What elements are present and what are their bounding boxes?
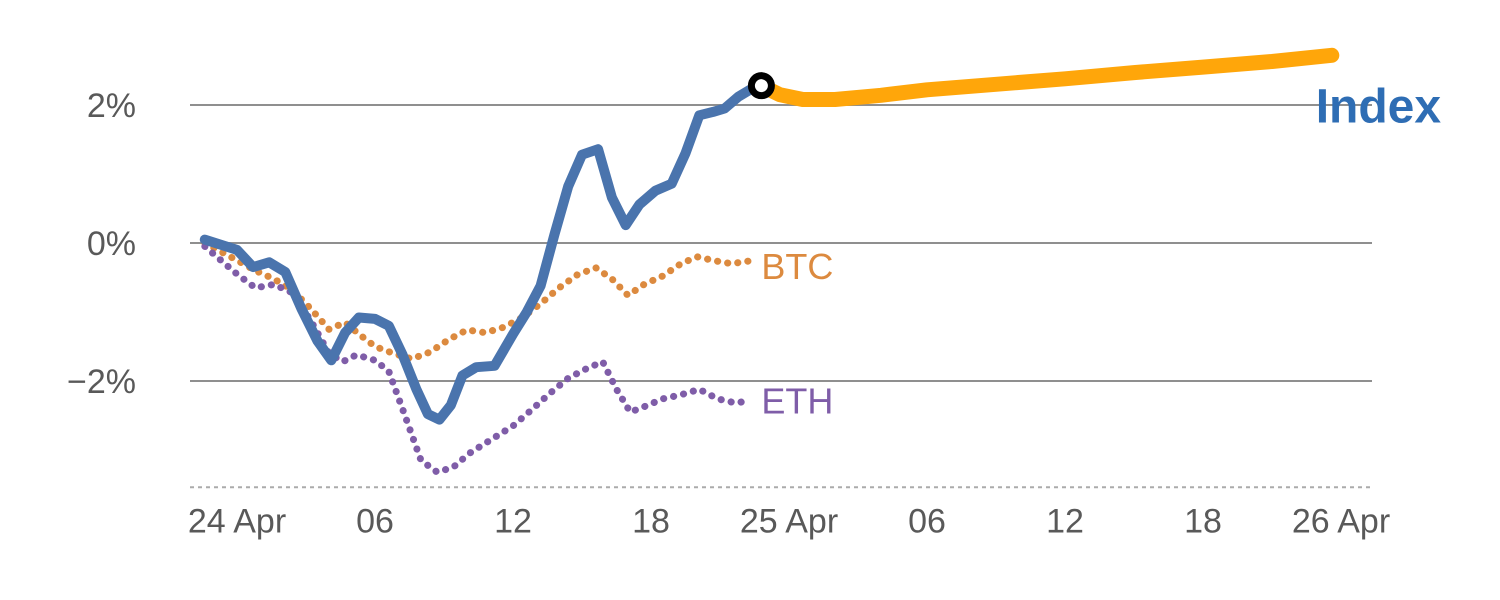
x-tick-label: 18: [632, 502, 670, 540]
index-endpoint-marker: [747, 72, 775, 100]
x-tick-label: 18: [1184, 502, 1222, 540]
y-tick-label: 0%: [87, 225, 136, 263]
x-tick-label: 26 Apr: [1292, 502, 1390, 540]
x-tick-label: 06: [908, 502, 946, 540]
x-tick-label: 12: [1046, 502, 1084, 540]
x-tick-label: 06: [356, 502, 394, 540]
btc-series-label: BTC: [761, 246, 833, 287]
y-tick-label: 2%: [87, 87, 136, 125]
index-series-label: Index: [1316, 80, 1442, 133]
y-tick-label: −2%: [67, 363, 136, 401]
eth-series-label: ETH: [761, 380, 833, 421]
x-tick-label: 12: [494, 502, 532, 540]
btc-line: [201, 239, 754, 363]
index-line: [199, 80, 767, 425]
x-tick-label: 25 Apr: [740, 502, 838, 540]
index-forecast-line: [753, 47, 1340, 107]
x-tick-label: 24 Apr: [188, 502, 286, 540]
